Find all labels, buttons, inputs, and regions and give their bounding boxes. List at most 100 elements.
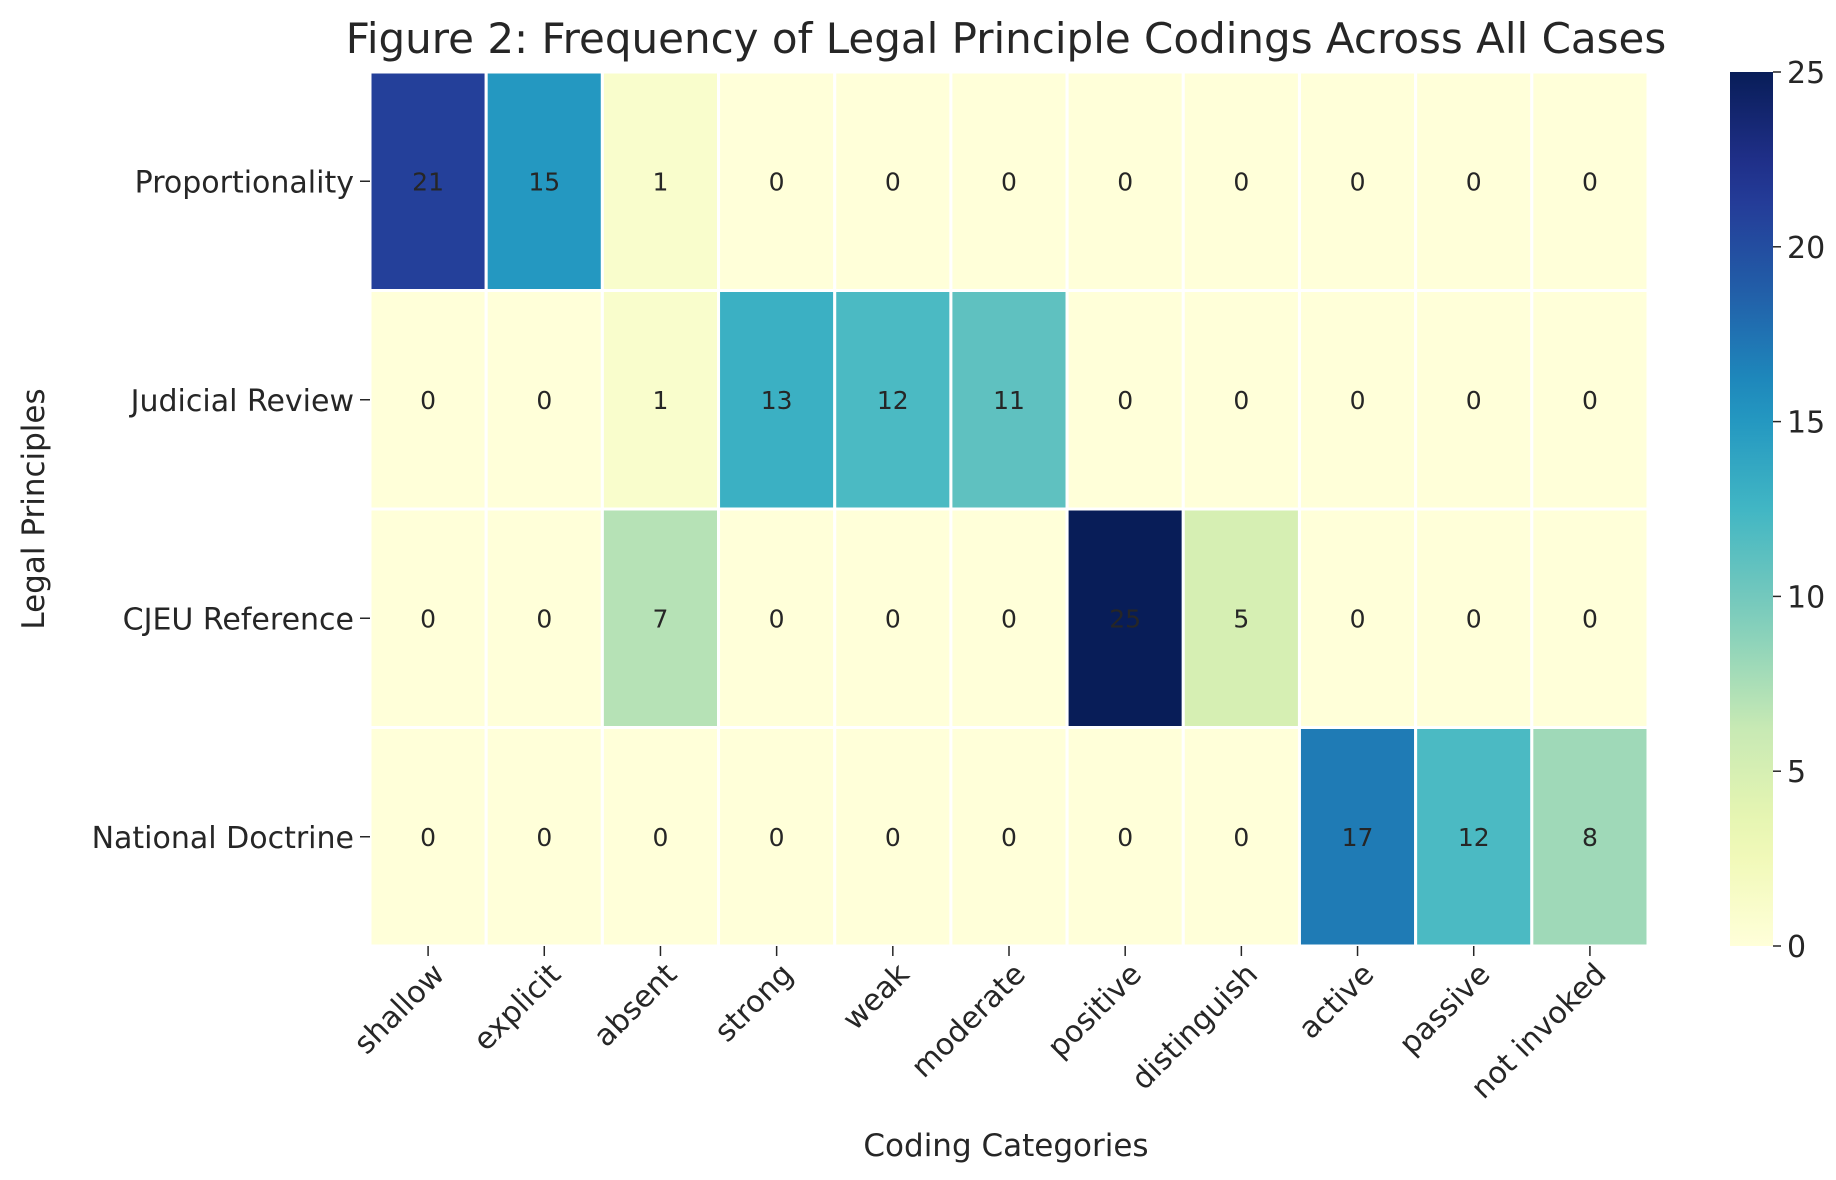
- heatmap-cell: [717, 726, 837, 948]
- x-tick-label: weak: [836, 956, 917, 1037]
- cell-value-label: 25: [1109, 604, 1141, 633]
- x-tick-label: positive: [1041, 957, 1149, 1065]
- cell-value-label: 17: [1342, 823, 1374, 852]
- cell-value-label: 0: [769, 823, 785, 852]
- cell-value-label: 0: [885, 167, 901, 196]
- y-tick-label: Judicial Review: [129, 384, 354, 419]
- x-tick-label: active: [1292, 957, 1381, 1046]
- x-tick-label: explicit: [467, 957, 568, 1058]
- x-tick-label: absent: [587, 957, 684, 1054]
- cell-value-label: 0: [1350, 167, 1366, 196]
- heatmap-cell: [1181, 289, 1301, 511]
- x-axis-label: Coding Categories: [863, 1128, 1148, 1164]
- heatmap-cell: [1530, 289, 1650, 511]
- heatmap-cell: [1530, 726, 1650, 948]
- cell-value-label: 11: [993, 386, 1025, 415]
- y-tick-label: CJEU Reference: [123, 602, 354, 637]
- cell-value-label: 0: [420, 823, 436, 852]
- cell-value-label: 0: [1233, 386, 1249, 415]
- cell-value-label: 5: [1233, 604, 1249, 633]
- x-tick-label: moderate: [905, 957, 1033, 1085]
- cell-value-label: 0: [536, 604, 552, 633]
- cell-value-labels: 21 15 1 0 0 0 0 0 0 0 00 0 1 13 12 11 0 0 0 0 00 0 7 0 0 0 25 5 0 0 00…: [412, 167, 1598, 852]
- heatmap-cell: [368, 70, 488, 292]
- heatmap-cell: [1530, 70, 1650, 292]
- cell-value-label: 21: [412, 167, 444, 196]
- cell-value-label: 0: [1117, 823, 1133, 852]
- x-tick-label: strong: [708, 957, 800, 1049]
- cell-value-label: 0: [536, 386, 552, 415]
- cell-value-label: 0: [1117, 386, 1133, 415]
- heatmap-cell: [1065, 726, 1185, 948]
- cell-value-label: 12: [1458, 823, 1490, 852]
- heatmap-cell: [1297, 289, 1418, 511]
- cell-value-label: 0: [885, 823, 901, 852]
- x-tick-label: distinguish: [1125, 957, 1265, 1097]
- cell-value-label: 0: [1582, 386, 1598, 415]
- chart-title: Figure 2: Frequency of Legal Principle C…: [346, 14, 1667, 63]
- heatmap-cell: [600, 726, 721, 948]
- y-axis-label: Legal Principles: [16, 388, 52, 629]
- cell-value-label: 1: [653, 386, 669, 415]
- heatmap-cell: [949, 289, 1069, 511]
- heatmap-cell: [1181, 70, 1301, 292]
- colorbar-tick-label: 25: [1787, 56, 1825, 91]
- heatmap-cell: [1065, 507, 1185, 729]
- cell-value-label: 0: [1350, 604, 1366, 633]
- heatmap-cell: [1530, 507, 1650, 729]
- y-tick-label: Proportionality: [135, 165, 354, 200]
- heatmap-cell: [1414, 70, 1534, 292]
- heatmap-cell: [833, 289, 953, 511]
- cell-value-label: 0: [1466, 386, 1482, 415]
- cell-value-label: 7: [653, 604, 669, 633]
- colorbar-tick-label: 0: [1787, 930, 1806, 965]
- cell-value-label: 0: [1582, 604, 1598, 633]
- cell-value-label: 0: [653, 823, 669, 852]
- heatmap-cells: [368, 70, 1650, 948]
- cell-value-label: 0: [1233, 823, 1249, 852]
- heatmap-cell: [1065, 289, 1185, 511]
- cell-value-label: 0: [1466, 604, 1482, 633]
- cell-value-label: 0: [1117, 167, 1133, 196]
- cell-value-label: 12: [877, 386, 909, 415]
- y-tick-label: National Doctrine: [92, 821, 354, 856]
- cell-value-label: 0: [1466, 167, 1482, 196]
- cell-value-label: 0: [1582, 167, 1598, 196]
- cell-value-label: 8: [1582, 823, 1598, 852]
- colorbar-tick-label: 5: [1787, 755, 1806, 790]
- y-axis-ticks: Proportionality Judicial Review CJEU Refer…: [92, 165, 370, 856]
- heatmap-cell: [949, 726, 1069, 948]
- heatmap-cell: [600, 70, 721, 292]
- heatmap-cell: [484, 70, 604, 292]
- cell-value-label: 0: [420, 386, 436, 415]
- cell-value-label: 0: [420, 604, 436, 633]
- cell-value-label: 0: [1001, 604, 1017, 633]
- heatmap-cell: [1297, 726, 1418, 948]
- x-tick-label: passive: [1393, 957, 1498, 1062]
- cell-value-label: 0: [1001, 823, 1017, 852]
- cell-value-label: 0: [885, 604, 901, 633]
- cell-value-label: 15: [528, 167, 560, 196]
- heatmap-cell: [1414, 726, 1534, 948]
- heatmap-cell: [368, 507, 488, 729]
- heatmap-cell: [1297, 507, 1418, 729]
- heatmap-cell: [949, 70, 1069, 292]
- heatmap-cell: [949, 507, 1069, 729]
- x-tick-label: shallow: [347, 957, 451, 1061]
- cell-value-label: 0: [1233, 167, 1249, 196]
- cell-value-label: 0: [769, 604, 785, 633]
- colorbar-tick-label: 10: [1787, 580, 1825, 615]
- cell-value-label: 1: [653, 167, 669, 196]
- cell-value-label: 0: [769, 167, 785, 196]
- cell-value-label: 0: [536, 823, 552, 852]
- colorbar: 0 5 10 15 20 25: [1730, 56, 1825, 965]
- colorbar-tick-label: 20: [1787, 231, 1825, 266]
- cell-value-label: 13: [761, 386, 793, 415]
- heatmap-cell: [600, 289, 721, 511]
- cell-value-label: 0: [1350, 386, 1366, 415]
- heatmap-cell: [833, 507, 953, 729]
- colorbar-tick-label: 15: [1787, 406, 1825, 441]
- cell-value-label: 0: [1001, 167, 1017, 196]
